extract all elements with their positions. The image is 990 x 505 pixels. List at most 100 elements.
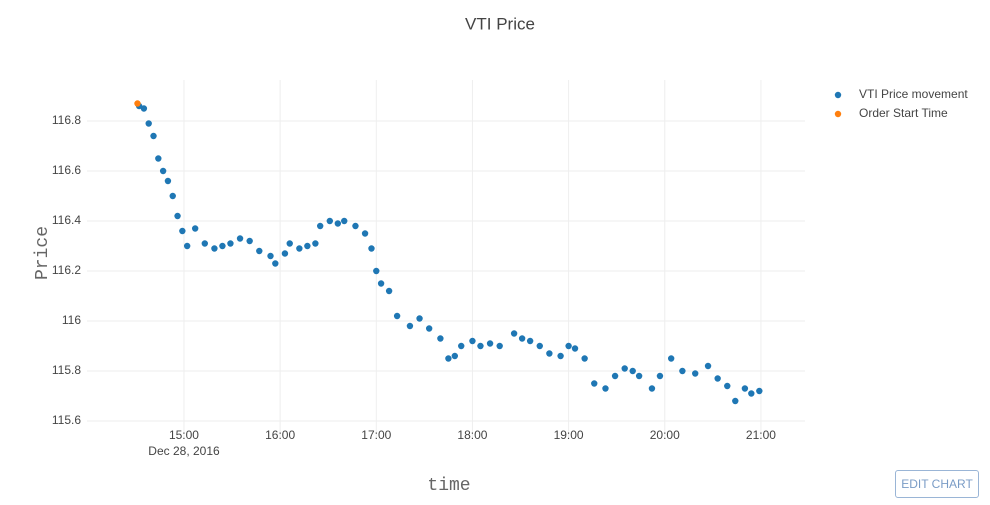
data-point	[458, 342, 465, 350]
x-tick-label: 21:00	[746, 428, 776, 442]
data-point	[140, 105, 148, 112]
data-point	[341, 217, 348, 225]
x-tick-label: 20:00	[650, 428, 680, 442]
data-point	[510, 330, 518, 337]
legend-label: Order Start Time	[859, 106, 948, 120]
data-point	[591, 380, 598, 387]
data-point	[526, 337, 534, 345]
data-point	[602, 385, 609, 392]
data-point	[211, 245, 218, 252]
x-axis-label: time	[427, 476, 470, 496]
data-point	[518, 335, 526, 342]
data-point	[236, 235, 244, 242]
data-point	[385, 287, 393, 295]
data-point	[581, 355, 588, 362]
legend-marker	[834, 91, 842, 99]
data-point	[416, 315, 423, 322]
data-point	[281, 250, 289, 257]
data-point	[246, 237, 253, 245]
data-point	[227, 240, 234, 247]
data-point	[316, 222, 324, 230]
data-point	[756, 387, 763, 395]
data-point	[714, 375, 721, 382]
data-point	[704, 362, 712, 370]
data-point	[183, 242, 191, 250]
data-point	[635, 372, 643, 380]
data-point	[611, 372, 619, 380]
y-tick-label: 115.6	[52, 413, 81, 427]
data-point	[296, 245, 303, 252]
y-tick-label: 116.6	[52, 163, 81, 177]
data-point	[557, 352, 564, 360]
data-point	[469, 337, 476, 345]
x-tick-label: 16:00	[265, 428, 295, 442]
data-point	[312, 240, 319, 247]
data-point	[393, 312, 401, 320]
data-point	[164, 177, 172, 185]
data-point	[486, 340, 494, 347]
y-tick-label: 116.2	[52, 263, 81, 277]
edit-chart-button[interactable]: EDIT CHART	[895, 470, 979, 498]
data-point	[169, 192, 176, 200]
data-point	[373, 267, 380, 275]
data-point	[326, 217, 334, 225]
data-point	[445, 355, 452, 362]
x-tick-label: 17:00	[361, 428, 391, 442]
legend-marker	[834, 110, 842, 118]
data-point	[159, 167, 167, 175]
y-tick-label: 115.8	[52, 363, 81, 377]
data-point	[352, 222, 359, 230]
data-point	[304, 242, 311, 250]
y-tick-label: 116.8	[52, 113, 81, 127]
x-tick-label: 15:00	[169, 428, 199, 442]
data-point	[656, 372, 664, 380]
data-point	[437, 335, 444, 342]
data-point	[496, 342, 503, 350]
data-point	[679, 367, 686, 375]
data-point	[145, 120, 152, 127]
data-point	[361, 230, 369, 237]
data-point	[629, 367, 636, 375]
x-tick-label: 18:00	[457, 428, 487, 442]
data-point	[174, 212, 181, 220]
data-point	[648, 385, 656, 392]
data-point	[741, 385, 749, 392]
data-point	[272, 260, 279, 267]
data-point	[732, 397, 739, 405]
data-point	[571, 345, 579, 352]
data-point	[536, 342, 543, 350]
data-point	[451, 352, 459, 360]
x-date-label: Dec 28, 2016	[148, 444, 220, 458]
data-point	[201, 240, 208, 247]
data-point	[667, 355, 675, 362]
chart-title: VTI Price	[465, 14, 535, 33]
data-point	[134, 100, 141, 107]
data-point	[546, 350, 553, 357]
data-point	[477, 342, 484, 350]
data-point	[565, 342, 572, 350]
data-point	[748, 390, 755, 397]
data-point	[219, 242, 226, 250]
x-tick-label: 19:00	[554, 428, 584, 442]
y-tick-label: 116.4	[52, 213, 81, 227]
data-point	[406, 322, 414, 330]
data-point	[377, 280, 385, 287]
data-point	[191, 225, 199, 232]
data-point	[150, 132, 157, 140]
data-point	[267, 252, 274, 260]
data-point	[155, 155, 162, 162]
data-point	[256, 247, 263, 255]
data-point	[621, 365, 628, 372]
y-tick-label: 116	[62, 313, 81, 327]
data-point	[425, 325, 433, 332]
data-point	[179, 227, 186, 235]
y-axis-label: Price	[33, 226, 53, 280]
data-point	[692, 370, 699, 377]
data-point	[286, 240, 293, 247]
data-point	[724, 382, 731, 390]
data-point	[334, 220, 342, 227]
data-point	[368, 245, 375, 252]
legend-label: VTI Price movement	[859, 87, 968, 101]
